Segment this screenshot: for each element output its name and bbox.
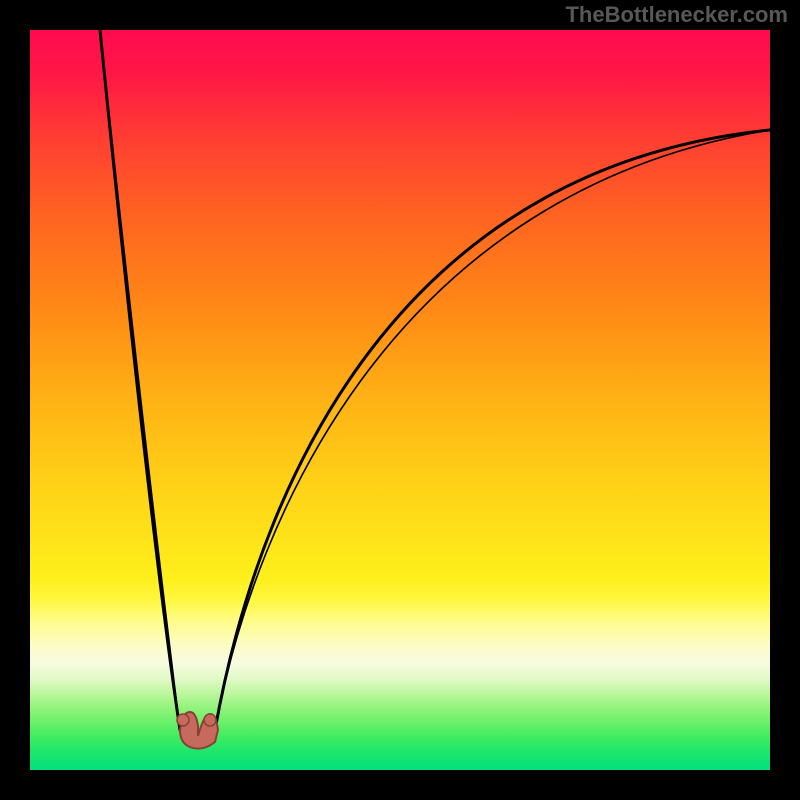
attribution-text: TheBottlenecker.com: [565, 2, 788, 28]
chart-plot-area: [30, 30, 770, 770]
chart-curve-overlay: [30, 30, 770, 770]
